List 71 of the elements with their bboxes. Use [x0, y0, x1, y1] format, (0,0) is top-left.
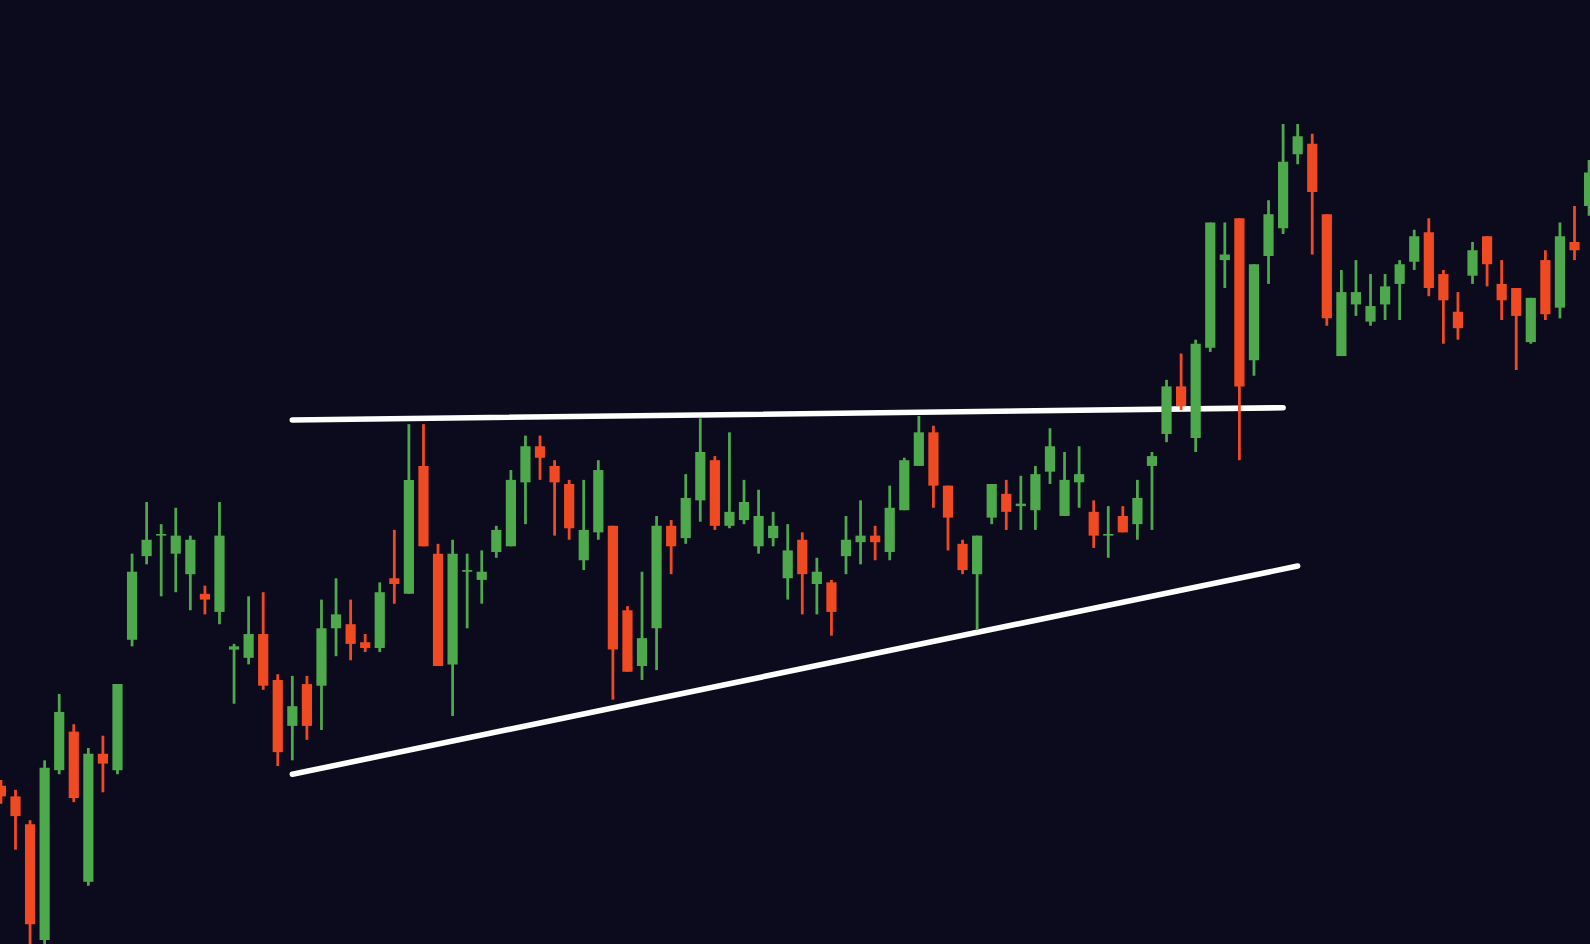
candlestick [1146, 450, 1158, 532]
candlestick [986, 482, 997, 526]
candlestick [1132, 478, 1143, 542]
candlestick [1350, 258, 1362, 318]
candlestick [564, 478, 575, 542]
candlestick [360, 632, 371, 654]
candlestick [1074, 444, 1085, 510]
candlestick [549, 458, 560, 538]
candlestick [476, 549, 487, 606]
candlestick [1496, 258, 1507, 322]
candlestick [1161, 378, 1172, 444]
candlestick [1379, 272, 1391, 322]
candlestick [1059, 450, 1070, 518]
candlestick [1525, 296, 1536, 346]
candlestick [389, 528, 400, 606]
candlestick [1044, 426, 1056, 486]
candlestick [141, 500, 152, 566]
candlestick [811, 556, 822, 616]
candlestick [578, 478, 589, 572]
candlestick [855, 498, 866, 566]
candlestick [1467, 240, 1478, 286]
candlestick [1176, 352, 1187, 412]
candlestick [1394, 258, 1405, 322]
candlestick [1438, 268, 1449, 346]
candlestick [330, 576, 342, 658]
candlestick [185, 534, 196, 612]
candlestick [1103, 504, 1114, 560]
candlestick [782, 522, 793, 601]
candlestick [1481, 234, 1493, 288]
candlestick [768, 510, 779, 548]
candlestick [228, 642, 240, 706]
candlestick [1569, 204, 1580, 262]
candlestick [1030, 464, 1041, 532]
candlestick [870, 524, 881, 562]
candlestick [884, 484, 895, 562]
candlestick [10, 788, 21, 852]
candlestick [1409, 228, 1420, 272]
candlestick [345, 598, 356, 662]
candlestick [491, 524, 502, 560]
candlestick [753, 488, 764, 556]
candlestick [666, 518, 677, 576]
candlestick [1219, 221, 1230, 290]
candlestick [797, 530, 808, 616]
candlestick [636, 570, 648, 682]
candlestick [1263, 198, 1274, 286]
candlestick [738, 478, 750, 526]
candlestick [957, 538, 968, 576]
candlestick [972, 534, 983, 632]
candlestick [534, 434, 546, 482]
candlestick [724, 430, 735, 530]
candlestick [1365, 272, 1376, 328]
candlestick [826, 578, 837, 638]
candlestick [287, 674, 298, 762]
candlestick [680, 472, 691, 546]
candlestick [942, 484, 954, 552]
candlestick [301, 674, 312, 742]
candlestick [199, 584, 211, 616]
candlestick [462, 552, 473, 630]
candlestick [1511, 286, 1522, 372]
candlestick [840, 514, 852, 576]
candlestick [1001, 478, 1012, 532]
candlestick [97, 734, 109, 794]
candlestick [170, 506, 181, 594]
candlestick [1292, 124, 1303, 166]
candlestick [1088, 498, 1099, 550]
candlestick [913, 414, 924, 468]
candlestick [520, 434, 531, 526]
candlestick [1452, 290, 1464, 342]
candlestick [156, 522, 167, 598]
candlestick [1117, 504, 1128, 534]
candlestick [243, 594, 254, 666]
